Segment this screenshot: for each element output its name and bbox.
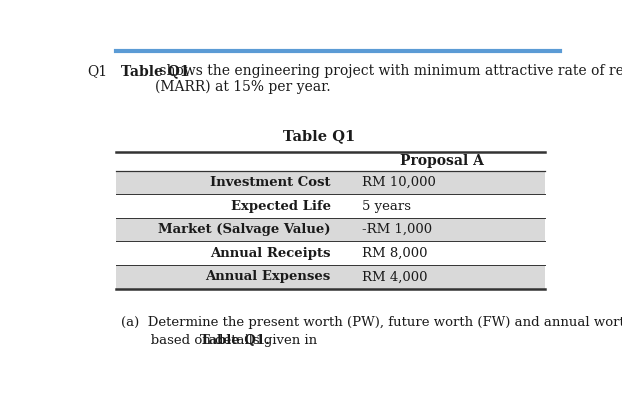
Text: shows the engineering project with minimum attractive rate of return
(MARR) at 1: shows the engineering project with minim… — [156, 64, 622, 94]
Text: Investment Cost: Investment Cost — [210, 176, 331, 189]
Text: Table Q1: Table Q1 — [282, 129, 355, 143]
Text: Annual Expenses: Annual Expenses — [206, 270, 331, 283]
Text: Expected Life: Expected Life — [231, 200, 331, 213]
Text: RM 4,000: RM 4,000 — [362, 270, 428, 283]
Text: Q1: Q1 — [87, 64, 108, 78]
Text: -RM 1,000: -RM 1,000 — [362, 223, 432, 236]
Text: Proposal A: Proposal A — [400, 154, 484, 168]
Text: Market (Salvage Value): Market (Salvage Value) — [159, 223, 331, 236]
Text: Table Q1.: Table Q1. — [200, 334, 270, 347]
Bar — [116, 171, 545, 194]
Text: (a)  Determine the present worth (PW), future worth (FW) and annual worth (AW): (a) Determine the present worth (PW), fu… — [121, 316, 622, 329]
Text: Annual Receipts: Annual Receipts — [210, 247, 331, 260]
Bar — [116, 218, 545, 241]
Text: Table Q1: Table Q1 — [121, 64, 190, 78]
Text: RM 10,000: RM 10,000 — [362, 176, 436, 189]
Bar — [116, 265, 545, 288]
Text: based on details given in: based on details given in — [121, 334, 322, 347]
Text: RM 8,000: RM 8,000 — [362, 247, 428, 260]
Text: 5 years: 5 years — [362, 200, 411, 213]
